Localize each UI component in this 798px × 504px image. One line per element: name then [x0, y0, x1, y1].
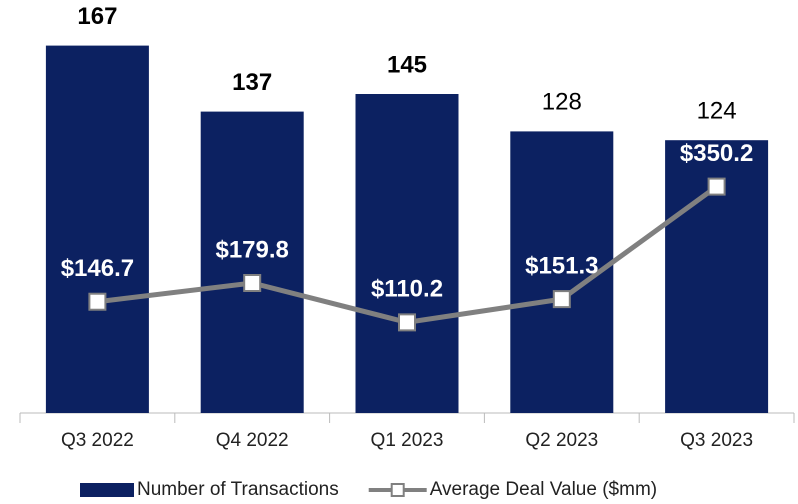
x-tick-label: Q1 2023 — [371, 430, 444, 451]
bar — [200, 111, 304, 413]
bar-value-label: 124 — [697, 98, 737, 125]
line-value-label: $350.2 — [680, 140, 753, 167]
line-marker — [707, 177, 726, 196]
bar-value-label: 167 — [77, 3, 117, 30]
line-value-label: $110.2 — [371, 276, 443, 303]
legend-label: Number of Transactions — [137, 479, 339, 500]
line-marker — [88, 292, 107, 311]
bar-value-label: 137 — [232, 69, 272, 96]
line-value-label: $151.3 — [525, 252, 598, 279]
legend-label: Average Deal Value ($mm) — [430, 479, 657, 500]
x-tick-label: Q3 2022 — [61, 430, 134, 451]
bar — [45, 45, 149, 413]
bar — [355, 94, 459, 413]
legend-swatch — [80, 483, 134, 497]
line-value-label: $146.7 — [61, 255, 134, 282]
line-marker — [398, 313, 416, 332]
x-tick-label: Q4 2022 — [216, 430, 289, 451]
line-marker — [552, 290, 571, 309]
line-marker — [243, 273, 262, 292]
line-value-label: $179.8 — [215, 236, 288, 263]
legend-swatch-marker — [390, 483, 405, 497]
bar-value-label: 128 — [542, 89, 582, 116]
x-tick-label: Q3 2023 — [680, 430, 753, 451]
bar-value-label: 145 — [387, 51, 427, 78]
x-tick-label: Q2 2023 — [525, 430, 598, 451]
